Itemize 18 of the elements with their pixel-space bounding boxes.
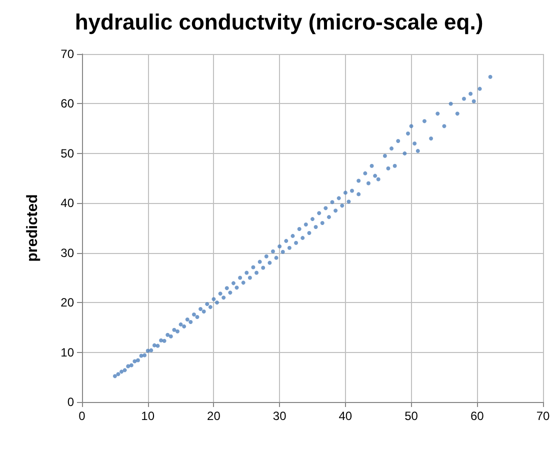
chart-title: hydraulic conductvity (micro-scale eq.) — [74, 10, 484, 34]
y-tick-label: 50 — [60, 146, 74, 160]
y-axis-title: predicted — [24, 194, 41, 262]
x-tick-label: 30 — [272, 409, 287, 423]
y-tick-label: 10 — [60, 345, 74, 360]
y-tick-label: 70 — [60, 47, 74, 61]
y-tick-label: 20 — [60, 296, 74, 310]
x-tick-label: 70 — [536, 409, 550, 423]
x-tick-label: 0 — [78, 409, 86, 423]
x-tick-label: 10 — [141, 409, 155, 423]
y-tick-label: 30 — [60, 246, 74, 260]
y-tick-label: 40 — [60, 196, 74, 210]
y-tick-label: 0 — [67, 395, 74, 409]
x-tick-label: 50 — [404, 409, 418, 423]
y-tick-label: 60 — [60, 96, 74, 111]
x-tick-label: 60 — [470, 409, 484, 423]
x-tick-label: 40 — [338, 409, 352, 423]
x-tick-label: 20 — [207, 409, 221, 423]
